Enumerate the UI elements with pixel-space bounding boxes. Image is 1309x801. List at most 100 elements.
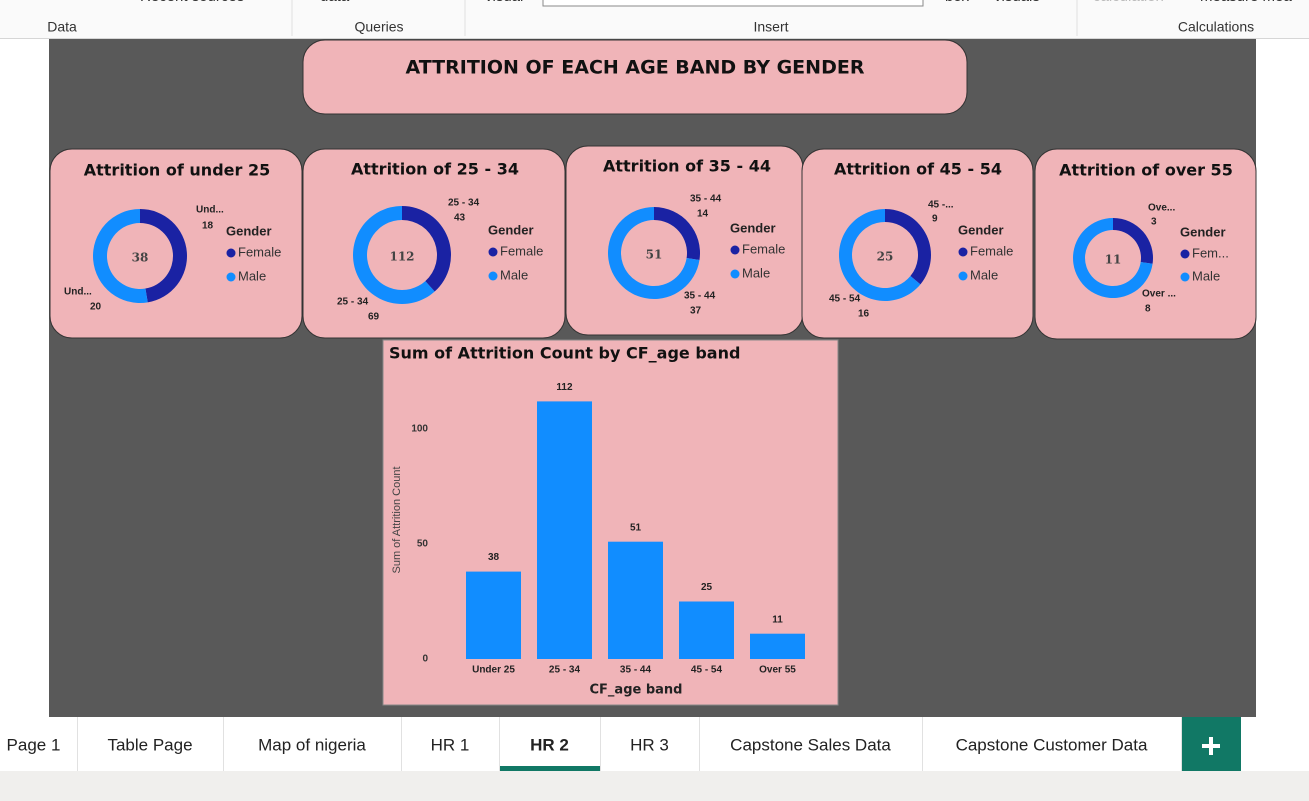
page-tab[interactable]: HR 1 (431, 735, 470, 754)
slice-label: 45 -... (928, 200, 954, 211)
slice-label: Ove... (1148, 203, 1175, 214)
x-axis-label: CF_age band (590, 683, 683, 698)
slice-value: 14 (697, 209, 709, 220)
page-tab[interactable]: Table Page (107, 735, 192, 754)
legend-entry[interactable]: Male (1192, 268, 1220, 283)
chart-title: Attrition of 25 - 34 (351, 160, 519, 179)
legend-entry[interactable]: Female (742, 241, 785, 256)
page-tab[interactable]: HR 3 (630, 735, 669, 754)
slice-label: 25 - 34 (337, 297, 369, 308)
legend-title: Gender (226, 223, 272, 238)
legend-marker (488, 271, 498, 281)
bar-value-label: 38 (488, 552, 500, 563)
legend-title: Gender (958, 222, 1004, 237)
donut-total: 25 (877, 250, 894, 264)
legend-title: Gender (730, 220, 776, 235)
legend-marker (730, 269, 740, 279)
donut-total: 11 (1105, 253, 1122, 267)
slice-label: 35 - 44 (690, 194, 722, 205)
page-tab[interactable]: Capstone Customer Data (956, 735, 1148, 754)
status-bar (0, 771, 1309, 801)
legend-marker (730, 245, 740, 255)
x-tick-label: 45 - 54 (691, 665, 723, 676)
legend-entry[interactable]: Female (970, 243, 1013, 258)
y-tick-label: 0 (422, 654, 428, 665)
legend-marker (488, 247, 498, 257)
y-tick-label: 50 (417, 539, 429, 550)
slice-label: Und... (196, 205, 224, 216)
legend-entry[interactable]: Male (500, 267, 528, 282)
bar-value-label: 112 (556, 382, 573, 393)
active-tab-underline (500, 766, 600, 771)
title-box (302, 39, 968, 115)
ribbon-button-label[interactable]: data (320, 0, 350, 5)
donut-slice (838, 209, 921, 301)
slice-label: 45 - 54 (829, 294, 861, 305)
legend-marker (226, 248, 236, 258)
ribbon-button-label[interactable]: calculation (1093, 0, 1164, 5)
chart-title: Sum of Attrition Count by CF_age band (389, 344, 740, 363)
page-tab[interactable]: Map of nigeria (258, 735, 366, 754)
slice-label: Over ... (1142, 289, 1176, 300)
plus-icon (1202, 737, 1220, 755)
input-box[interactable] (542, 0, 924, 7)
legend-entry[interactable]: Female (238, 244, 281, 259)
slice-label: 35 - 44 (684, 291, 716, 302)
bar[interactable] (750, 633, 805, 659)
legend-entry[interactable]: Fem... (1192, 245, 1229, 260)
chart-title: Attrition of 35 - 44 (603, 157, 771, 176)
donut-total: 112 (389, 250, 414, 264)
y-axis-label: Sum of Attrition Count (391, 467, 403, 574)
legend-entry[interactable]: Male (742, 265, 770, 280)
legend-entry[interactable]: Male (238, 268, 266, 283)
slice-value: 18 (202, 221, 214, 232)
donut-slice (654, 207, 700, 261)
donut-slice (885, 209, 932, 285)
tab-bar (0, 717, 1309, 771)
slice-value: 16 (858, 309, 870, 320)
ribbon-group-label: Queries (354, 19, 403, 35)
donut-slice (92, 209, 148, 303)
ribbon-button-label[interactable]: visual (485, 0, 523, 5)
ribbon-button-label[interactable]: measure mea (1200, 0, 1292, 5)
chart-title: Attrition of under 25 (84, 161, 270, 180)
x-tick-label: 35 - 44 (620, 665, 652, 676)
slice-value: 8 (1145, 304, 1151, 315)
y-tick-label: 100 (411, 424, 428, 435)
legend-marker (958, 271, 968, 281)
chart-title: Attrition of 45 - 54 (834, 160, 1002, 179)
slice-value: 9 (932, 214, 938, 225)
x-tick-label: 25 - 34 (549, 665, 581, 676)
bar[interactable] (466, 571, 521, 659)
legend-marker (1180, 272, 1190, 282)
bar-value-label: 51 (630, 522, 642, 533)
page-tab[interactable]: HR 2 (530, 735, 569, 754)
ribbon-button-label[interactable]: box (945, 0, 970, 5)
report-title: ATTRITION OF EACH AGE BAND BY GENDER (406, 57, 865, 79)
donut-slice (1073, 218, 1153, 298)
ribbon-button-label[interactable]: visuals (994, 0, 1040, 5)
donut-total: 51 (646, 248, 663, 262)
legend-entry[interactable]: Male (970, 267, 998, 282)
ribbon-group-label: Data (47, 19, 77, 35)
donut-slice (1113, 218, 1153, 264)
ribbon-button-label[interactable]: Recent sources (140, 0, 244, 5)
x-tick-label: Under 25 (472, 665, 515, 676)
chart-title: Attrition of over 55 (1059, 161, 1233, 180)
bar[interactable] (608, 541, 663, 659)
legend-entry[interactable]: Female (500, 243, 543, 258)
legend-marker (226, 272, 236, 282)
page-tab[interactable]: Capstone Sales Data (730, 735, 891, 754)
slice-label: 25 - 34 (448, 198, 480, 209)
bar[interactable] (679, 601, 734, 660)
legend-title: Gender (1180, 224, 1226, 239)
legend-marker (1180, 249, 1190, 259)
donut-slice (402, 206, 452, 292)
bar[interactable] (537, 401, 592, 659)
slice-value: 43 (454, 213, 466, 224)
legend-marker (958, 247, 968, 257)
slice-value: 20 (90, 302, 102, 313)
bar-value-label: 11 (772, 614, 783, 625)
page-tab[interactable]: Page 1 (7, 735, 61, 754)
